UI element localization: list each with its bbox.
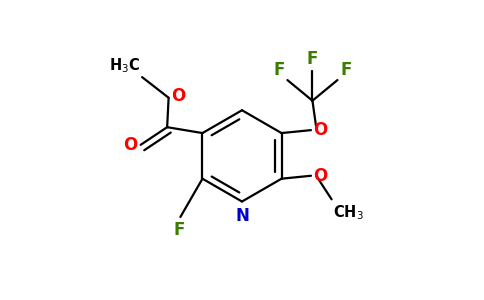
- Text: O: O: [123, 136, 137, 154]
- Text: F: F: [340, 61, 352, 79]
- Text: CH$_3$: CH$_3$: [333, 203, 364, 222]
- Text: F: F: [307, 50, 318, 68]
- Text: F: F: [173, 221, 184, 239]
- Text: O: O: [313, 121, 328, 139]
- Text: F: F: [273, 61, 285, 79]
- Text: N: N: [235, 207, 249, 225]
- Text: O: O: [171, 87, 185, 105]
- Text: O: O: [313, 167, 328, 185]
- Text: H$_3$C: H$_3$C: [108, 56, 140, 75]
